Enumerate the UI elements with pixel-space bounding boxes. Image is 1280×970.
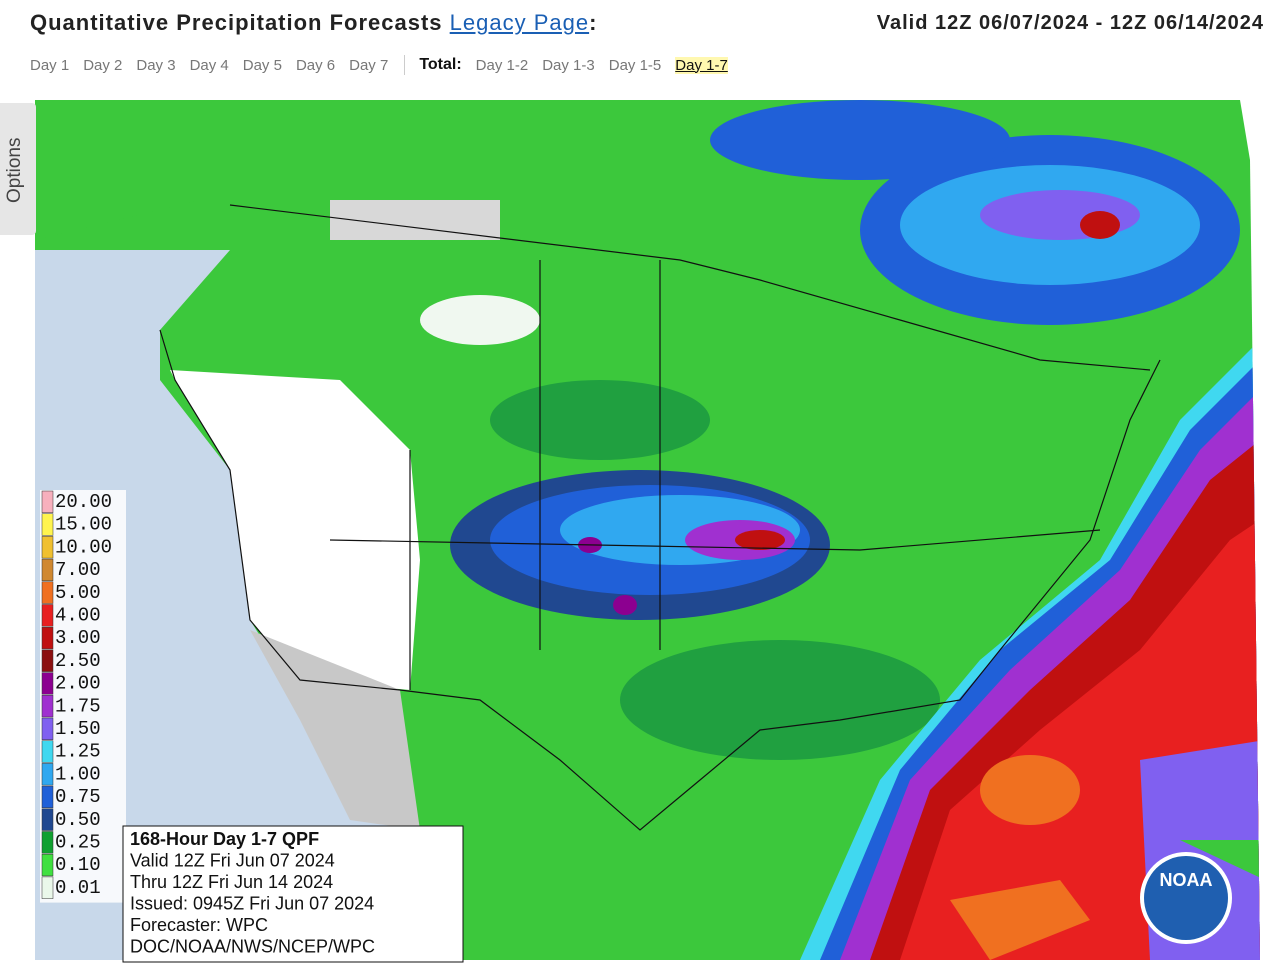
day-tab[interactable]: Day 2 <box>83 56 123 74</box>
total-label: Total: <box>419 56 462 73</box>
total-tab[interactable]: Day 1-2 <box>475 56 529 74</box>
day-tab[interactable]: Day 1 <box>30 56 70 74</box>
day-tab[interactable]: Day 7 <box>349 56 389 74</box>
page-title: Quantitative Precipitation Forecasts Leg… <box>30 10 597 36</box>
legend-swatch <box>41 853 54 877</box>
day-tab[interactable]: Day 4 <box>189 56 229 74</box>
info-line: Thru 12Z Fri Jun 14 2024 <box>130 872 333 892</box>
legend-swatch <box>41 558 54 582</box>
day-tabs: Day 1 Day 2 Day 3 Day 4 Day 5 Day 6 Day 7 Total… <box>30 55 742 75</box>
total-tab[interactable]: Day 1-3 <box>542 56 595 74</box>
tab-separator <box>404 55 406 75</box>
legend-label: 1.00 <box>55 763 101 785</box>
day-tab[interactable]: Day 3 <box>136 56 176 74</box>
legend-label: 3.00 <box>55 627 101 649</box>
info-line: Issued: 0945Z Fri Jun 07 2024 <box>130 894 374 914</box>
legend-swatch <box>41 876 54 899</box>
legend-swatch <box>41 513 54 536</box>
logo-text: NOAA <box>1160 870 1213 890</box>
info-box <box>122 825 464 963</box>
legend-label: 0.50 <box>55 809 101 831</box>
legend-swatch <box>41 740 54 763</box>
legend-swatch <box>41 604 54 627</box>
map-image <box>35 100 1260 960</box>
legend-label: 0.25 <box>55 832 101 854</box>
info-line: Valid 12Z Fri Jun 07 2024 <box>130 851 335 871</box>
legend-label: 7.00 <box>55 559 101 581</box>
legend-label: 20.00 <box>55 491 112 513</box>
title-text: Quantitative Precipitation Forecasts <box>30 10 443 35</box>
legend-swatch <box>41 785 54 809</box>
colon: : <box>589 10 598 35</box>
legend-label: 0.01 <box>55 877 101 899</box>
valid-range: Valid 12Z 06/07/2024 - 12Z 06/14/2024 <box>876 12 1264 34</box>
day-tab[interactable]: Day 5 <box>242 56 282 74</box>
legend-label: 1.50 <box>55 718 101 740</box>
legend-label: 10.00 <box>55 536 112 558</box>
legend-label: 0.10 <box>55 854 101 876</box>
legend-swatch <box>41 672 54 695</box>
legend-label: 4.00 <box>55 605 101 627</box>
legend-swatch <box>41 649 54 672</box>
legend-label: 1.25 <box>55 741 101 763</box>
legend-swatch <box>41 763 54 786</box>
legend-swatch <box>41 695 54 718</box>
info-line: 168-Hour Day 1-7 QPF <box>130 829 319 849</box>
total-tab[interactable]: Day 1-5 <box>608 56 662 74</box>
legend: 20.0015.0010.007.005.004.003.002.502.001… <box>40 490 126 903</box>
boundaries <box>159 204 1161 831</box>
legend-swatch <box>41 808 54 831</box>
legend-label: 2.50 <box>55 650 101 672</box>
legend-label: 15.00 <box>55 514 112 536</box>
legend-label: 0.75 <box>55 786 101 808</box>
legend-label: 2.00 <box>55 673 101 695</box>
legend-swatch <box>41 490 54 513</box>
legend-label: 1.75 <box>55 695 101 717</box>
info-line: DOC/NOAA/NWS/NCEP/WPC <box>130 937 375 957</box>
day-tab[interactable]: Day 6 <box>295 56 336 74</box>
legend-swatch <box>41 626 54 650</box>
total-tab[interactable]: Day 1-7 <box>675 56 728 74</box>
legend-swatch <box>41 536 54 559</box>
legacy-link[interactable]: Legacy Page <box>449 10 590 35</box>
legend-swatch <box>41 831 54 854</box>
legend-swatch <box>41 717 54 740</box>
legend-bg <box>40 490 126 903</box>
options-label: Options <box>4 137 25 203</box>
info-line: Forecaster: WPC <box>130 915 268 935</box>
noaa-logo <box>1144 856 1228 940</box>
legend-label: 5.00 <box>55 582 101 604</box>
legend-swatch <box>41 581 54 604</box>
options-tab[interactable]: Options <box>0 103 36 235</box>
